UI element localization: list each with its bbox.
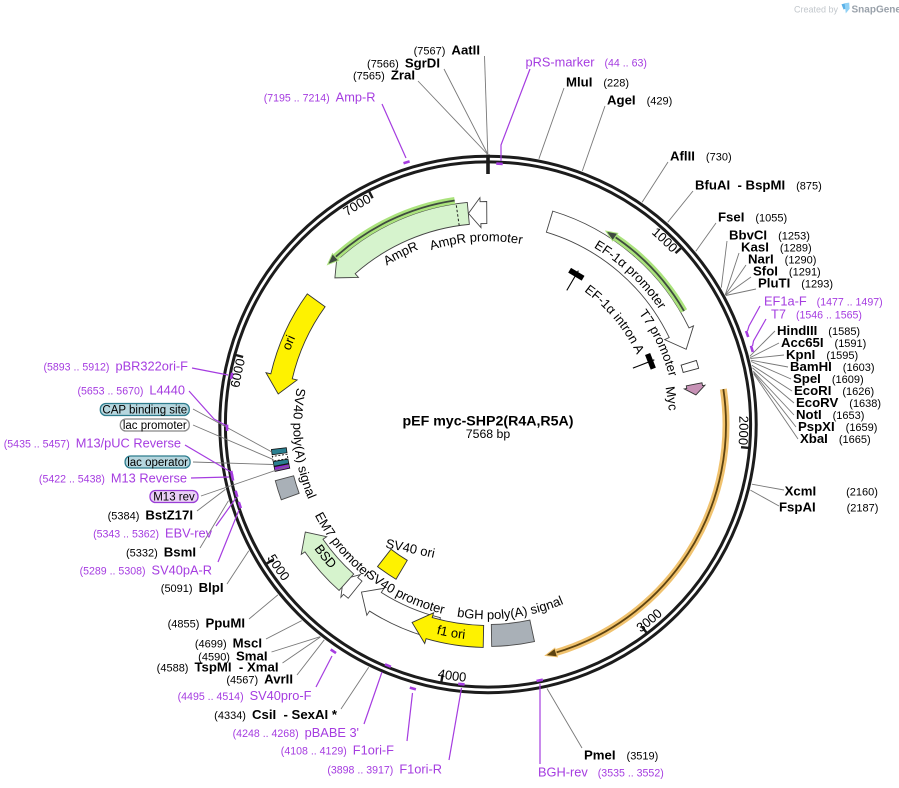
svg-text:EF1a-F(1477 .. 1497): EF1a-F (1477 .. 1497) [764,294,883,309]
svg-text:(4495 .. 4514)SV40pro-F: (4495 .. 4514) SV40pro-F [178,688,312,703]
svg-text:lac operator: lac operator [127,457,188,469]
svg-text:(5893 .. 5912)pBR322ori-F: (5893 .. 5912) pBR322ori-F [43,359,188,374]
svg-text:BamHI(1603): BamHI (1603) [790,359,875,374]
svg-text:(5653 .. 5670)L4440: (5653 .. 5670) L4440 [77,383,185,398]
svg-text:(5422 .. 5438)M13 Reverse: (5422 .. 5438) M13 Reverse [39,471,187,486]
svg-text:BGH-rev(3535 .. 3552): BGH-rev (3535 .. 3552) [538,765,664,780]
svg-text:CAP binding site: CAP binding site [102,405,187,417]
svg-text:(7195 .. 7214)Amp-R: (7195 .. 7214) Amp-R [264,90,376,105]
svg-text:SnapGene: SnapGene [852,4,899,15]
svg-text:(5289 .. 5308)SV40pA-R: (5289 .. 5308) SV40pA-R [80,563,212,578]
svg-text:Created by: Created by [794,5,839,15]
svg-text:(5435 .. 5457)M13/pUC Reverse: (5435 .. 5457) M13/pUC Reverse [4,436,181,451]
svg-text:(5384)BstZ17I: (5384) BstZ17I [108,508,193,523]
svg-text:(4588)TspMI - XmaI: (4588) TspMI - XmaI [157,660,279,675]
svg-text:(4855)PpuMI: (4855) PpuMI [168,616,245,631]
svg-text:(5343 .. 5362)EBV-rev: (5343 .. 5362) EBV-rev [93,526,213,541]
svg-text:lac promoter: lac promoter [123,420,187,432]
svg-text:7568 bp: 7568 bp [466,427,511,441]
svg-text:Myc: Myc [663,385,681,412]
svg-text:(7565)ZraI: (7565) ZraI [353,68,415,83]
svg-text:(4248 .. 4268)pBABE 3': (4248 .. 4268) pBABE 3' [233,725,359,740]
svg-text:T7(1546 .. 1565): T7 (1546 .. 1565) [771,307,862,322]
svg-text:(4334)CsiI - SexAI *: (4334) CsiI - SexAI * [214,707,338,722]
svg-text:pRS-marker(44 .. 63): pRS-marker (44 .. 63) [526,55,647,70]
svg-text:M13 rev: M13 rev [153,492,195,504]
svg-text:6000: 6000 [227,357,248,389]
svg-text:(5091)BlpI: (5091) BlpI [161,580,224,595]
svg-text:f1 ori: f1 ori [436,622,467,642]
svg-text:(3898 .. 3917)F1ori-R: (3898 .. 3917) F1ori-R [327,762,442,777]
svg-text:4000: 4000 [437,666,467,685]
svg-text:pEF myc-SHP2(R4A,R5A): pEF myc-SHP2(R4A,R5A) [402,413,573,429]
svg-text:ori: ori [279,333,298,352]
svg-text:BfuAI - BspMI(875): BfuAI - BspMI (875) [695,178,822,193]
svg-text:(4108 .. 4129)F1ori-F: (4108 .. 4129) F1ori-F [281,743,394,758]
